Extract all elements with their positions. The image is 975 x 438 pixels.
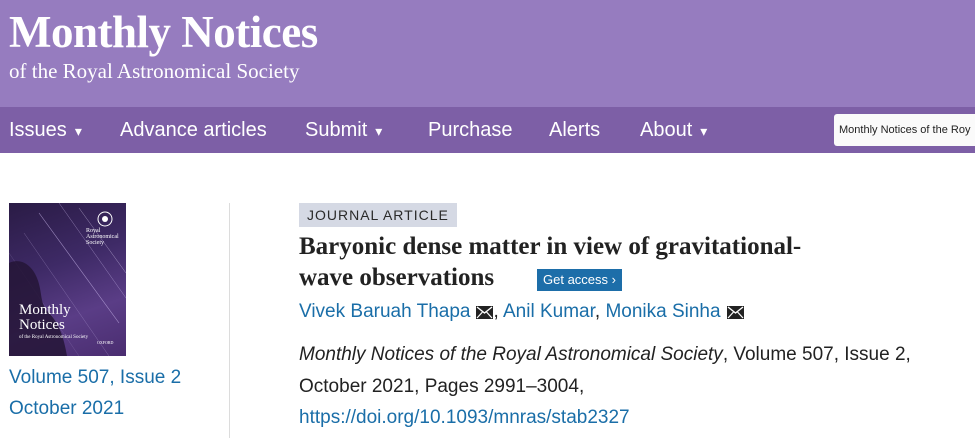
nav-submit[interactable]: Submit ▾ (305, 107, 382, 153)
doi-link[interactable]: https://doi.org/10.1093/mnras/stab2327 (299, 407, 630, 428)
search-scope-select[interactable]: Monthly Notices of the Roy (834, 114, 975, 146)
envelope-icon[interactable] (476, 303, 494, 325)
citation-volume-issue: , Volume 507, Issue 2, (722, 344, 911, 365)
cover-publisher: OXFORD (97, 340, 114, 345)
issue-volume-link[interactable]: Volume 507, Issue 2 (9, 367, 182, 388)
issue-date-link[interactable]: October 2021 (9, 398, 125, 419)
citation-line-1: Monthly Notices of the Royal Astronomica… (299, 344, 911, 366)
nav-submit-label: Submit (305, 119, 368, 141)
author-separator: , (493, 301, 503, 322)
author-list: Vivek Baruah Thapa, Anil Kumar, Monika S… (299, 301, 744, 325)
nav-advance-articles[interactable]: Advance articles (120, 107, 267, 153)
journal-title[interactable]: Monthly Notices (9, 7, 318, 57)
cover-title: Monthly Notices (19, 302, 71, 333)
journal-cover-image[interactable]: Royal Astronomical Society Monthly Notic… (9, 203, 126, 356)
cover-artwork (9, 203, 126, 356)
nav-purchase-label: Purchase (428, 119, 513, 141)
nav-purchase[interactable]: Purchase (428, 107, 513, 153)
chevron-down-icon: ▾ (375, 123, 383, 139)
journal-subtitle[interactable]: of the Royal Astronomical Society (9, 59, 300, 83)
author-link[interactable]: Vivek Baruah Thapa (299, 301, 471, 322)
nav-issues-label: Issues (9, 119, 67, 141)
main-navigation: Issues ▾ Advance articles Submit ▾ Purchas… (0, 107, 975, 153)
envelope-icon[interactable] (726, 303, 744, 325)
nav-advance-articles-label: Advance articles (120, 119, 267, 141)
citation-journal-name: Monthly Notices of the Royal Astronomica… (299, 344, 723, 365)
citation-line-2: October 2021, Pages 2991–3004, (299, 376, 585, 397)
nav-alerts[interactable]: Alerts (549, 107, 600, 153)
column-divider (229, 203, 230, 438)
article-title-line-2: wave observations (299, 264, 495, 291)
cover-society-name: Royal Astronomical Society (86, 228, 119, 246)
nav-alerts-label: Alerts (549, 119, 601, 141)
chevron-down-icon: ▾ (74, 123, 82, 139)
cover-subtitle: of the Royal Astronomical Society (19, 335, 89, 340)
article-title-line-1: Baryonic dense matter in view of gravita… (299, 233, 802, 260)
article-type-badge: JOURNAL ARTICLE (299, 203, 457, 227)
author-separator: , (594, 301, 606, 322)
get-access-button[interactable]: Get access › (537, 269, 622, 291)
chevron-down-icon: ▾ (700, 123, 708, 139)
masthead: Monthly Notices of the Royal Astronomica… (0, 0, 975, 107)
nav-about-label: About (640, 119, 693, 141)
author-link[interactable]: Anil Kumar (503, 301, 595, 322)
nav-issues[interactable]: Issues ▾ (9, 107, 82, 153)
author-link[interactable]: Monika Sinha (605, 301, 721, 322)
nav-about[interactable]: About ▾ (640, 107, 707, 153)
